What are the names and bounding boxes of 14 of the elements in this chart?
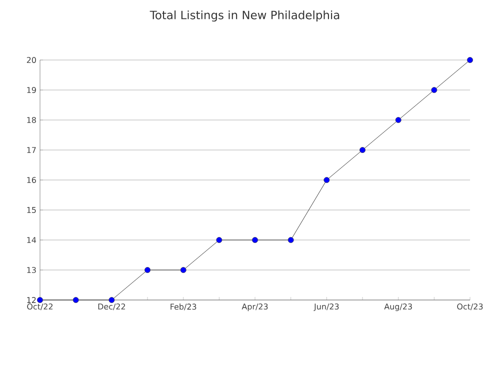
- point: [252, 237, 258, 243]
- point: [288, 237, 294, 243]
- point: [467, 57, 474, 63]
- point: [395, 117, 402, 123]
- point: [431, 87, 438, 93]
- point: [360, 147, 366, 153]
- chart-title: Total Listings in New Philadelphia: [150, 10, 340, 22]
- point: [37, 297, 44, 303]
- point: [144, 267, 151, 273]
- point: [108, 297, 115, 303]
- point: [72, 297, 79, 303]
- point: [180, 267, 186, 273]
- point: [216, 237, 222, 243]
- point: [324, 177, 330, 183]
